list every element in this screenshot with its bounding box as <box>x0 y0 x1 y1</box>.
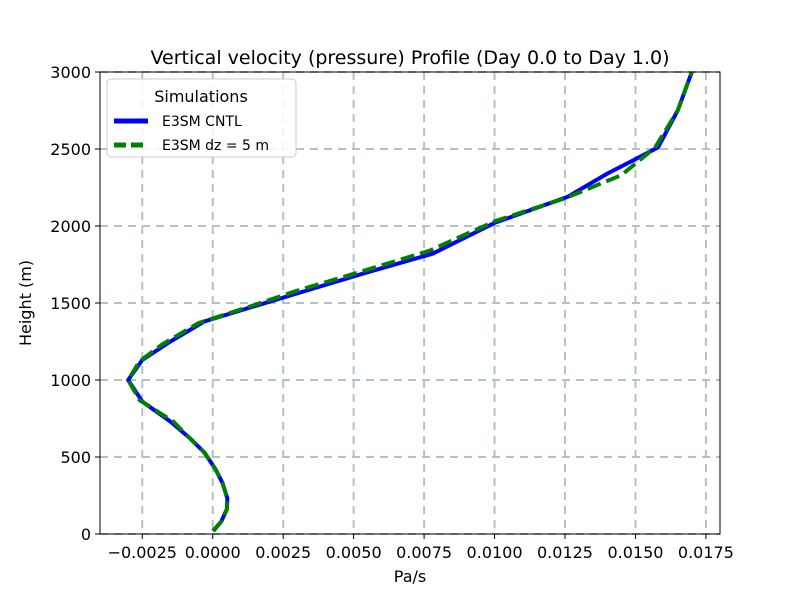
legend-label-cntl: E3SM CNTL <box>162 114 242 130</box>
legend: Simulations E3SM CNTL E3SM dz = 5 m <box>106 78 297 158</box>
y-tick-label: 2500 <box>50 140 91 159</box>
x-tick-label: 0.0100 <box>467 543 523 562</box>
series-line-e3sm-dz5 <box>126 71 694 533</box>
y-tick-label: 1000 <box>50 371 91 390</box>
y-tick-label: 3000 <box>50 63 91 82</box>
x-axis-ticks: −0.0025 0.0000 0.0025 0.0050 0.0075 0.0100 0.0… <box>108 534 734 562</box>
legend-box <box>106 78 297 158</box>
y-tick-label: 1500 <box>50 294 91 313</box>
x-tick-label: 0.0125 <box>537 543 593 562</box>
x-tick-label: 0.0175 <box>678 543 734 562</box>
y-tick-label: 500 <box>60 448 91 467</box>
x-tick-label: 0.0075 <box>396 543 452 562</box>
y-axis-label: Height (m) <box>16 260 35 346</box>
x-axis-label: Pa/s <box>394 567 426 586</box>
series-lines <box>126 71 694 533</box>
chart-title: Vertical velocity (pressure) Profile (Da… <box>150 47 669 69</box>
x-tick-label: −0.0025 <box>108 543 177 562</box>
x-tick-label: 0.0025 <box>255 543 311 562</box>
y-tick-label: 0 <box>81 525 91 544</box>
y-axis-ticks: 0 500 1000 1500 2000 2500 3000 <box>50 63 100 544</box>
y-tick-label: 2000 <box>50 217 91 236</box>
x-tick-label: 0.0150 <box>607 543 663 562</box>
legend-label-dz5: E3SM dz = 5 m <box>162 138 269 154</box>
x-tick-label: 0.0000 <box>185 543 241 562</box>
x-tick-label: 0.0050 <box>326 543 382 562</box>
legend-title: Simulations <box>154 87 248 106</box>
